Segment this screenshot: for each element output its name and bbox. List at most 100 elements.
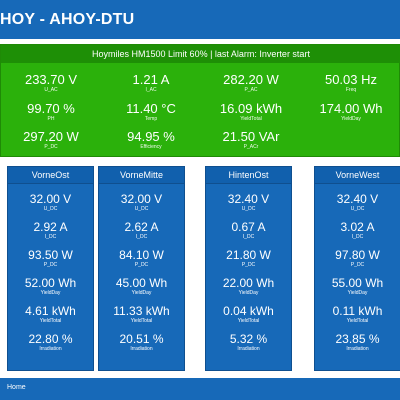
metric-value-line: 84.10 W (99, 248, 184, 262)
metric-label: U_DC (134, 206, 149, 212)
metric-label: YieldDay (131, 290, 152, 296)
metric-value: 0.67 (231, 220, 255, 234)
metric-unit: V (63, 192, 72, 206)
metric-cell: 50.03 Hz Freq (301, 72, 400, 94)
metric-value-line: 22.00 Wh (206, 276, 291, 290)
metric-label: I_DC (351, 234, 364, 240)
metric-label: PH (47, 116, 55, 122)
metric-label: I_DC (44, 234, 57, 240)
metric-label: U_DC (43, 206, 58, 212)
metric-unit: V (370, 192, 379, 206)
metric-value-line: 0.11 kWh (315, 304, 400, 318)
metric-value: 1.21 (132, 72, 158, 87)
metric-value: 11.40 (126, 101, 158, 116)
metric-value-line: 2.62 A (99, 220, 184, 234)
metric-cell: 1.21 A I_AC (101, 72, 201, 94)
metric-value-line: 233.70 V (1, 72, 101, 87)
metric-unit: kWh (358, 304, 383, 318)
metric-label: Irradiation (346, 346, 369, 352)
metric-value: 3.02 (340, 220, 364, 234)
metric-value: 93.50 (28, 248, 59, 262)
metric-cell: 0.67 A I_DC (206, 220, 291, 241)
metric-unit: W (368, 248, 380, 262)
metric-label: U_AC (44, 87, 58, 93)
metric-unit: kWh (51, 304, 76, 318)
metric-cell: 282.20 W P_AC (201, 72, 301, 94)
metric-cell: 32.00 V U_DC (99, 192, 184, 213)
metric-label: P_DC (350, 262, 365, 268)
metric-unit: V (68, 72, 78, 87)
metric-label: P_DC (134, 262, 149, 268)
metric-cell: 3.02 A I_DC (315, 220, 400, 241)
metric-unit: % (152, 332, 164, 346)
metric-label: Temp (144, 116, 158, 122)
metric-cell: 0.11 kWh YieldTotal (315, 304, 400, 325)
metric-label: YieldDay (347, 290, 368, 296)
metric-value-line: 0.04 kWh (206, 304, 291, 318)
metric-label: U_DC (241, 206, 256, 212)
metric-cell: 45.00 Wh YieldDay (99, 276, 184, 297)
metric-unit: kWh (256, 101, 283, 116)
metric-value: 174.00 (319, 101, 360, 116)
metric-cell: 0.04 kWh YieldTotal (206, 304, 291, 325)
footer-bar: Home (0, 378, 400, 400)
metric-cell: 11.33 kWh YieldTotal (99, 304, 184, 325)
metric-value-line: 50.03 Hz (301, 72, 400, 87)
app-title: HOY - AHOY-DTU (0, 11, 135, 28)
metric-unit: % (63, 101, 75, 116)
metric-label: YieldTotal (346, 318, 369, 324)
metric-value: 0.11 (332, 304, 356, 318)
metric-value-line: 4.61 kWh (8, 304, 93, 318)
metric-cell: 174.00 Wh YieldDay (301, 101, 400, 123)
metric-cell: 32.40 V U_DC (315, 192, 400, 213)
channel-title: HintenOst (206, 167, 291, 184)
metric-label: U_DC (350, 206, 365, 212)
metric-cell: 94.95 % Efficiency (101, 129, 201, 151)
metric-value-line: 16.09 kWh (201, 101, 301, 116)
metric-cell: 20.51 % Irradiation (99, 332, 184, 353)
header-bar: HOY - AHOY-DTU (0, 0, 400, 39)
channel-title: VorneOst (8, 167, 93, 184)
metric-unit: kWh (145, 304, 170, 318)
channel-title: VorneMitte (99, 167, 184, 184)
metric-label: YieldTotal (237, 318, 260, 324)
metric-value: 84.10 (119, 248, 150, 262)
metric-unit: % (163, 129, 175, 144)
metric-label: I_AC (145, 87, 157, 93)
metric-label: Freq (345, 87, 357, 93)
metric-value: 4.61 (25, 304, 49, 318)
metric-label: Irradiation (130, 346, 153, 352)
metric-unit: A (366, 220, 375, 234)
metric-label: Efficiency (140, 144, 162, 150)
metric-value: 32.00 (29, 192, 60, 206)
metric-unit: Wh (149, 276, 168, 290)
metric-value-line: 22.80 % (8, 332, 93, 346)
metric-label: YieldTotal (39, 318, 62, 324)
metric-value: 94.95 (127, 129, 160, 144)
metric-value-line: 52.00 Wh (8, 276, 93, 290)
metric-cell: 297.20 W P_DC (1, 129, 101, 151)
inverter-panel-title: Hoymiles HM1500 Limit 60% | last Alarm: … (1, 45, 400, 63)
metric-label: I_DC (242, 234, 255, 240)
metric-cell: 21.80 W P_DC (206, 248, 291, 269)
metric-value-line: 11.40 °C (101, 101, 201, 116)
metric-value: 97.80 (335, 248, 366, 262)
metric-value: 282.20 (223, 72, 263, 87)
metric-value-line: 174.00 Wh (301, 101, 400, 116)
metric-label: YieldTotal (130, 318, 153, 324)
metric-cell: 84.10 W P_DC (99, 248, 184, 269)
metric-cell: 22.00 Wh YieldDay (206, 276, 291, 297)
metric-label: YieldTotal (240, 116, 262, 122)
metric-value: 2.62 (124, 220, 148, 234)
metric-unit: A (59, 220, 68, 234)
metric-value: 23.85 (335, 332, 366, 346)
metric-unit: A (150, 220, 159, 234)
metric-unit: W (266, 72, 279, 87)
metric-cell: 32.40 V U_DC (206, 192, 291, 213)
metric-value: 20.51 (119, 332, 150, 346)
metric-value-line: 32.40 V (206, 192, 291, 206)
inverter-total-panel: Hoymiles HM1500 Limit 60% | last Alarm: … (0, 44, 400, 157)
home-link[interactable]: Home (7, 384, 26, 391)
metric-label: Irradiation (237, 346, 260, 352)
